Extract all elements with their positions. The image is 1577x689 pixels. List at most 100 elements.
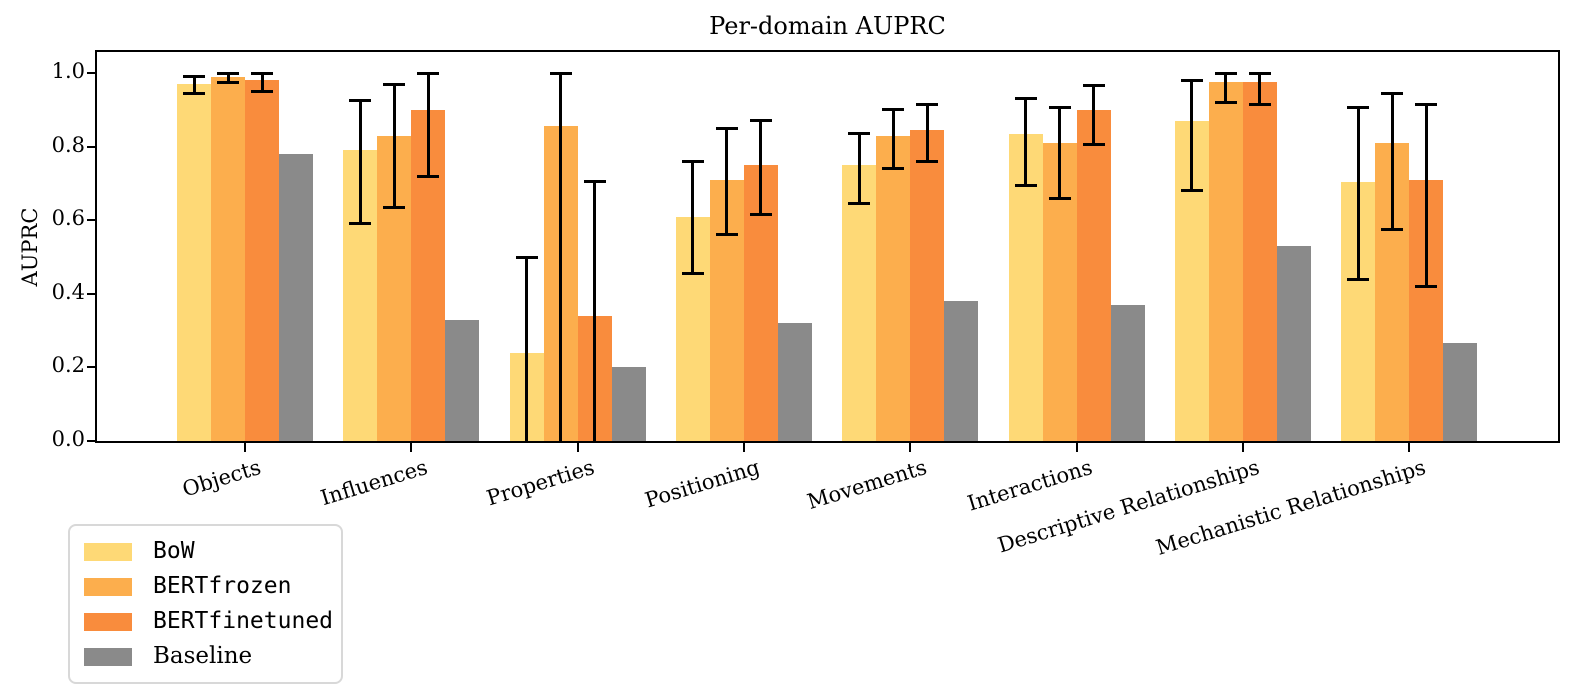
error-bar [857, 133, 861, 204]
baseline-bar [1110, 304, 1145, 441]
error-bar-cap [882, 167, 905, 171]
error-bar-cap [417, 174, 440, 178]
bow-bar [177, 84, 211, 441]
error-bar-cap [848, 202, 871, 206]
x-axis-tick [742, 443, 745, 452]
error-bar [392, 84, 396, 208]
error-bar-cap [1248, 102, 1271, 106]
baseline-legend-swatch [84, 647, 132, 666]
error-bar-cap [848, 132, 871, 136]
error-bar-cap [217, 80, 239, 84]
bertfrozen-bar [876, 135, 911, 441]
error-bar-cap [515, 255, 538, 259]
legend-label: BERTfrozen [153, 573, 292, 599]
x-tick-label: Movements [804, 455, 930, 515]
error-bar-cap [383, 205, 406, 209]
error-bar [426, 73, 430, 177]
error-bar-cap [1048, 196, 1071, 200]
error-bar [1224, 73, 1228, 103]
error-bar-cap [1048, 106, 1071, 110]
error-bar-cap [1415, 102, 1438, 106]
baseline-bar [944, 301, 979, 441]
x-axis-tick [1408, 443, 1411, 452]
y-tick-label: 0.4 [51, 279, 85, 304]
y-tick-label: 0.6 [51, 206, 85, 231]
error-bar-cap [251, 89, 273, 93]
bertfinetuned-bar [1076, 109, 1111, 441]
bertfinetuned-bar [910, 130, 945, 441]
y-axis-tick [87, 292, 95, 295]
error-bar-cap [1082, 84, 1105, 88]
plot-area [87, 50, 1560, 452]
error-bar-cap [882, 108, 905, 112]
error-bar-cap [916, 102, 939, 106]
x-tick-label: Objects [179, 455, 265, 502]
error-bar [226, 73, 230, 83]
error-bar-cap [1082, 143, 1105, 147]
error-bar-cap [1214, 100, 1237, 104]
bertfrozen-legend-swatch [84, 577, 132, 596]
error-bar [1024, 98, 1027, 186]
x-tick-label: Interactions [965, 455, 1096, 516]
baseline-bar [1443, 343, 1478, 441]
legend-item-bertfinetuned: BERTfinetuned [70, 604, 341, 639]
error-bar-cap [681, 159, 704, 163]
legend-label: BERTfinetuned [153, 608, 334, 634]
error-bar-cap [1415, 284, 1438, 288]
x-tick-label: Influences [317, 455, 431, 511]
error-bar-cap [1381, 227, 1404, 231]
error-bar [192, 76, 196, 94]
x-axis-tick [1241, 443, 1244, 452]
error-bar [358, 100, 362, 224]
error-bar [759, 120, 763, 215]
error-bar-cap [217, 71, 239, 75]
error-bar-cap [1014, 97, 1037, 101]
bertfrozen-bar [211, 76, 245, 441]
legend: BoW BERTfrozen BERTfinetuned Baseline [68, 524, 343, 684]
error-bar-cap [383, 82, 406, 86]
legend-label: BoW [153, 538, 195, 564]
y-tick-label: 0.0 [51, 427, 85, 451]
error-bar [1424, 104, 1428, 287]
baseline-bar [777, 323, 812, 441]
error-bar-cap [715, 126, 738, 130]
y-axis-tick [87, 145, 95, 148]
error-bar-cap [1014, 183, 1037, 187]
error-bar-cap [1347, 106, 1370, 110]
error-bar [1356, 107, 1360, 280]
error-bar [559, 73, 563, 441]
x-axis-tick [1075, 443, 1078, 452]
error-bar [725, 128, 729, 235]
error-bar-cap [1180, 78, 1203, 82]
legend-item-bertfrozen: BERTfrozen [70, 569, 341, 604]
error-bar-cap [715, 233, 738, 237]
y-tick-label: 0.2 [51, 353, 85, 378]
error-bar [891, 109, 895, 169]
x-axis-tick [576, 443, 579, 452]
legend-label: Baseline [153, 643, 253, 669]
baseline-bar [611, 367, 646, 441]
error-bar-cap [251, 71, 273, 75]
y-axis-tick [87, 219, 95, 222]
error-bar-cap [1248, 71, 1271, 75]
error-bar-cap [583, 180, 606, 184]
error-bar-cap [1214, 71, 1237, 75]
error-bar-cap [1347, 277, 1370, 281]
legend-item-bow: BoW [70, 534, 341, 569]
bertfinetuned-bar [1242, 82, 1277, 441]
error-bar [1258, 73, 1262, 105]
error-bar [1190, 80, 1194, 191]
x-axis-tick [909, 443, 912, 452]
y-tick-label: 0.8 [51, 132, 85, 157]
bertfrozen-bar [1208, 82, 1243, 441]
baseline-bar [445, 319, 480, 441]
error-bar-cap [183, 91, 205, 95]
error-bar [1092, 85, 1095, 145]
error-bar-cap [749, 119, 772, 123]
x-tick-label: Properties [483, 455, 597, 511]
x-axis-tick [244, 443, 246, 452]
chart-title: Per-domain AUPRC [709, 12, 946, 40]
error-bar [1058, 107, 1061, 199]
bertfinetuned-bar [245, 80, 279, 441]
